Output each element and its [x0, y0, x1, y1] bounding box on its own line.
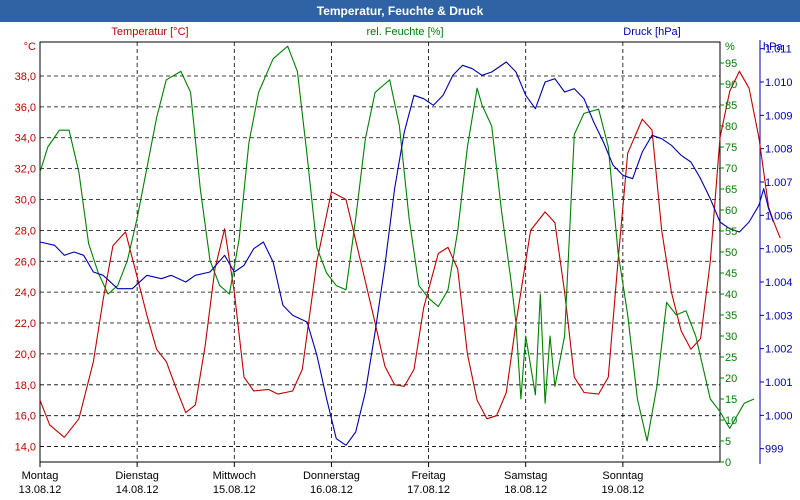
x-day-label: Dienstag [115, 470, 158, 482]
temp-tick-label: 28,0 [15, 225, 36, 237]
temp-tick-label: 32,0 [15, 164, 36, 176]
hum-tick-label: 95 [725, 58, 737, 70]
temp-tick-label: 18,0 [15, 380, 36, 392]
temp-tick-label: 30,0 [15, 195, 36, 207]
press-tick-label: 1.004 [765, 277, 793, 289]
press-tick-label: 1.003 [765, 310, 793, 322]
axis-labels: 14,0 16,0 18,0 20,0 22,0 24,0 26,0 28,0 30,0 32,0… [15, 26, 793, 496]
temp-tick-label: 36,0 [15, 102, 36, 114]
press-tick-label: 1.011 [765, 44, 792, 56]
hum-tick-label: 60 [725, 205, 737, 217]
x-date-label: 15.08.12 [213, 484, 256, 496]
temp-axis-title: Temperatur [°C] [111, 26, 188, 38]
temp-tick-label: 34,0 [15, 133, 36, 145]
hum-tick-label: 35 [725, 310, 737, 322]
temp-tick-label: 14,0 [15, 442, 36, 454]
press-tick-label: 999 [765, 444, 783, 456]
press-axis-title: Druck [hPa] [623, 26, 680, 38]
x-day-label: Donnerstag [303, 470, 360, 482]
press-tick-label: 1.000 [765, 410, 793, 422]
press-tick-label: 1.008 [765, 144, 793, 156]
hum-axis-title: rel. Feuchte [%] [366, 26, 443, 38]
hum-tick-label: 15 [725, 394, 737, 406]
temp-unit-label: °C [24, 41, 36, 53]
hum-tick-label: 45 [725, 268, 737, 280]
x-date-label: 14.08.12 [116, 484, 159, 496]
temp-tick-label: 20,0 [15, 349, 36, 361]
window-title: Temperatur, Feuchte & Druck [0, 0, 800, 22]
hum-tick-label: 5 [725, 436, 731, 448]
x-day-label: Samstag [504, 470, 547, 482]
plot-frame [39, 40, 764, 467]
x-date-label: 17.08.12 [407, 484, 450, 496]
hum-tick-label: 20 [725, 373, 737, 385]
x-date-label: 16.08.12 [310, 484, 353, 496]
hum-tick-label: 40 [725, 289, 737, 301]
hum-tick-label: 50 [725, 247, 737, 259]
x-day-label: Sonntag [602, 470, 643, 482]
press-tick-label: 1.001 [765, 377, 793, 389]
hum-tick-label: 65 [725, 184, 737, 196]
chart-canvas: 14,0 16,0 18,0 20,0 22,0 24,0 26,0 28,0 30,0 32,0… [15, 26, 793, 496]
hum-unit-label: % [725, 41, 735, 53]
press-tick-label: 1.002 [765, 344, 793, 356]
hum-tick-label: 0 [725, 457, 731, 469]
x-day-label: Montag [22, 470, 59, 482]
press-tick-label: 1.010 [765, 77, 793, 89]
hum-tick-label: 90 [725, 79, 737, 91]
temp-tick-label: 24,0 [15, 287, 36, 299]
press-tick-label: 1.005 [765, 244, 793, 256]
series-line-hum [39, 45, 755, 442]
hum-tick-label: 55 [725, 226, 737, 238]
press-unit-label: hPa [763, 41, 783, 53]
hum-tick-label: 70 [725, 163, 737, 175]
hum-tick-label: 80 [725, 121, 737, 133]
x-day-label: Mittwoch [213, 470, 256, 482]
series-lines [39, 45, 781, 446]
hum-tick-label: 75 [725, 142, 737, 154]
temp-tick-label: 22,0 [15, 318, 36, 330]
temp-tick-label: 26,0 [15, 256, 36, 268]
x-date-label: 13.08.12 [19, 484, 62, 496]
hum-tick-label: 30 [725, 331, 737, 343]
press-tick-label: 1.006 [765, 210, 793, 222]
series-line-press [39, 61, 774, 446]
x-date-label: 18.08.12 [504, 484, 547, 496]
gridlines [40, 42, 720, 462]
series-line-temp [39, 70, 781, 438]
x-day-label: Freitag [411, 470, 445, 482]
hum-tick-label: 10 [725, 415, 737, 427]
hum-tick-label: 25 [725, 352, 737, 364]
x-date-label: 19.08.12 [601, 484, 644, 496]
temp-tick-label: 16,0 [15, 411, 36, 423]
press-tick-label: 1.007 [765, 177, 793, 189]
temp-tick-label: 38,0 [15, 71, 36, 83]
hum-tick-label: 85 [725, 100, 737, 112]
press-tick-label: 1.009 [765, 110, 793, 122]
